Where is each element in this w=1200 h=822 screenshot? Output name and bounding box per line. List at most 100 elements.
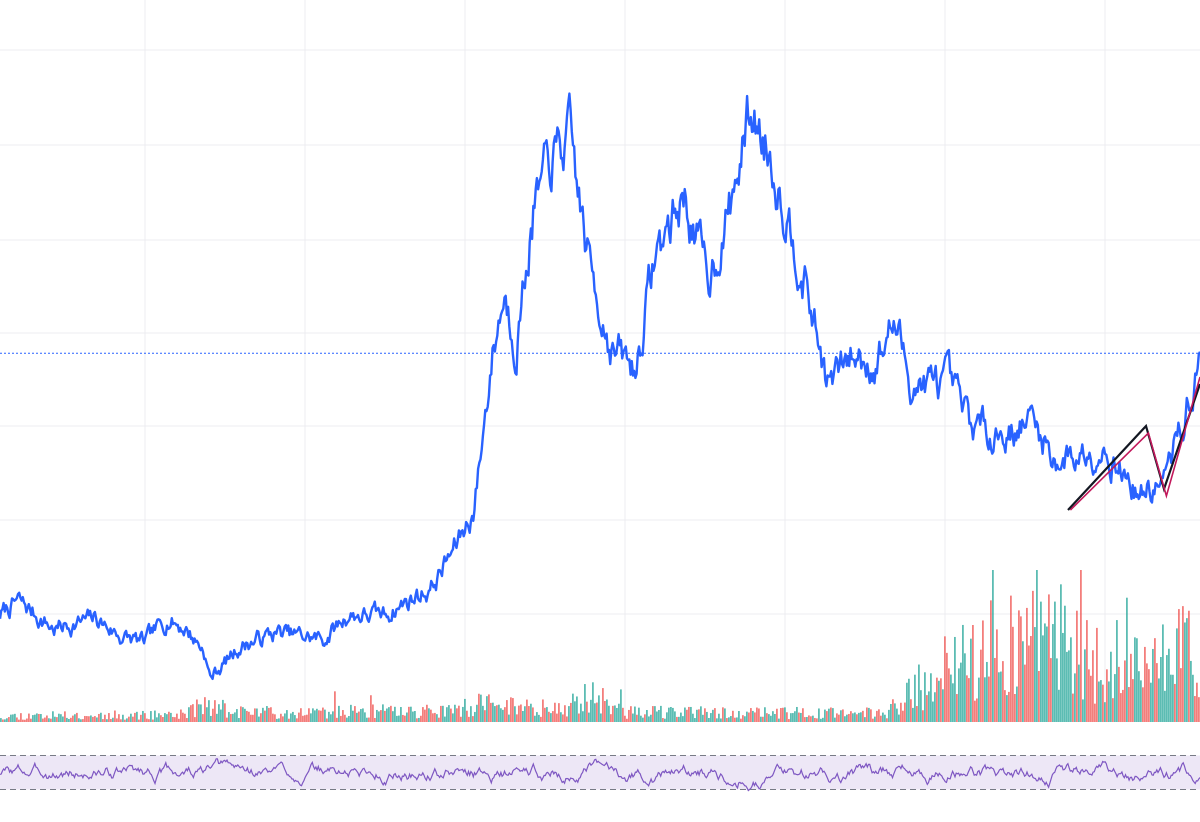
volume-bar bbox=[156, 717, 158, 722]
volume-bar bbox=[338, 705, 340, 722]
volume-bar bbox=[26, 718, 28, 722]
volume-bar bbox=[934, 692, 936, 722]
volume-bar bbox=[638, 707, 640, 722]
volume-bar bbox=[70, 717, 72, 722]
volume-bar bbox=[926, 695, 928, 722]
volume-bar bbox=[418, 717, 420, 722]
volume-bar bbox=[898, 714, 900, 722]
volume-bar bbox=[890, 704, 892, 722]
volume-bar bbox=[88, 716, 90, 722]
volume-bar bbox=[72, 715, 74, 722]
volume-bar bbox=[984, 677, 986, 722]
volume-pane bbox=[0, 570, 1200, 722]
volume-bar bbox=[48, 718, 50, 722]
volume-bar bbox=[1022, 641, 1024, 722]
volume-bar bbox=[882, 712, 884, 722]
volume-bar bbox=[866, 707, 868, 722]
volume-bar bbox=[824, 709, 826, 722]
volume-bar bbox=[1162, 624, 1164, 722]
volume-bar bbox=[678, 716, 680, 722]
volume-bar bbox=[34, 714, 36, 722]
volume-bar bbox=[764, 707, 766, 722]
volume-bar bbox=[302, 715, 304, 722]
volume-bar bbox=[2, 719, 4, 722]
volume-bar bbox=[954, 636, 956, 722]
volume-bar bbox=[206, 707, 208, 722]
volume-bar bbox=[18, 719, 20, 722]
volume-bar bbox=[242, 707, 244, 722]
volume-bar bbox=[392, 711, 394, 722]
volume-bar bbox=[454, 704, 456, 722]
volume-bar bbox=[624, 715, 626, 722]
volume-bar bbox=[938, 680, 940, 722]
volume-bar bbox=[258, 716, 260, 722]
volume-bar bbox=[1124, 660, 1126, 722]
volume-bar bbox=[962, 624, 964, 722]
volume-bar bbox=[112, 717, 114, 722]
volume-bar bbox=[1086, 620, 1088, 722]
volume-bar bbox=[24, 719, 26, 722]
volume-bar bbox=[816, 718, 818, 722]
volume-bar bbox=[116, 718, 118, 722]
volume-bar bbox=[1044, 623, 1046, 722]
volume-bar bbox=[86, 716, 88, 722]
volume-bar bbox=[1002, 661, 1004, 722]
trend-line-magenta[interactable] bbox=[1069, 376, 1200, 511]
volume-bar bbox=[182, 712, 184, 722]
volume-bar bbox=[640, 715, 642, 722]
volume-bar bbox=[654, 706, 656, 722]
volume-bar bbox=[272, 713, 274, 722]
volume-bar bbox=[646, 710, 648, 722]
volume-bar bbox=[784, 707, 786, 722]
volume-bar bbox=[950, 674, 952, 722]
volume-bar bbox=[286, 710, 288, 722]
volume-bar bbox=[280, 713, 282, 722]
volume-bar bbox=[198, 704, 200, 722]
volume-bar bbox=[730, 716, 732, 722]
volume-bar bbox=[354, 706, 356, 722]
volume-bar bbox=[0, 718, 2, 722]
volume-bar bbox=[628, 709, 630, 722]
volume-bar bbox=[788, 719, 790, 722]
volume-bar bbox=[538, 714, 540, 722]
volume-bar bbox=[1096, 627, 1098, 722]
volume-bar bbox=[702, 714, 704, 722]
volume-bar bbox=[794, 711, 796, 722]
volume-bar bbox=[492, 702, 494, 722]
volume-bar bbox=[786, 712, 788, 722]
volume-bar bbox=[1122, 689, 1124, 722]
volume-bar bbox=[576, 696, 578, 722]
volume-bar bbox=[1074, 673, 1076, 722]
volume-bar bbox=[720, 718, 722, 722]
volume-bar bbox=[216, 713, 218, 722]
rsi-pane bbox=[0, 755, 1200, 792]
volume-bar bbox=[394, 706, 396, 722]
price-pane bbox=[0, 92, 1200, 680]
volume-bar bbox=[612, 705, 614, 722]
volume-bar bbox=[386, 708, 388, 722]
volume-bar bbox=[940, 678, 942, 722]
volume-bar bbox=[356, 712, 358, 722]
volume-bar bbox=[684, 707, 686, 722]
volume-bar bbox=[806, 716, 808, 722]
volume-bar bbox=[388, 707, 390, 722]
volume-bar bbox=[754, 712, 756, 722]
volume-bar bbox=[1080, 570, 1082, 722]
volume-bar bbox=[660, 705, 662, 722]
volume-bar bbox=[256, 708, 258, 722]
volume-bar bbox=[844, 716, 846, 722]
volume-bar bbox=[164, 713, 166, 722]
volume-bar bbox=[1014, 694, 1016, 722]
volume-bar bbox=[752, 710, 754, 722]
volume-bar bbox=[170, 712, 172, 722]
volume-bar bbox=[862, 710, 864, 722]
volume-bar bbox=[1172, 674, 1174, 722]
volume-bar bbox=[826, 711, 828, 722]
volume-bar bbox=[904, 702, 906, 722]
volume-bar bbox=[746, 711, 748, 722]
volume-bar bbox=[428, 708, 430, 722]
volume-bar bbox=[600, 713, 602, 722]
volume-bar bbox=[466, 710, 468, 722]
volume-bar bbox=[30, 718, 32, 722]
volume-bar bbox=[712, 709, 714, 722]
